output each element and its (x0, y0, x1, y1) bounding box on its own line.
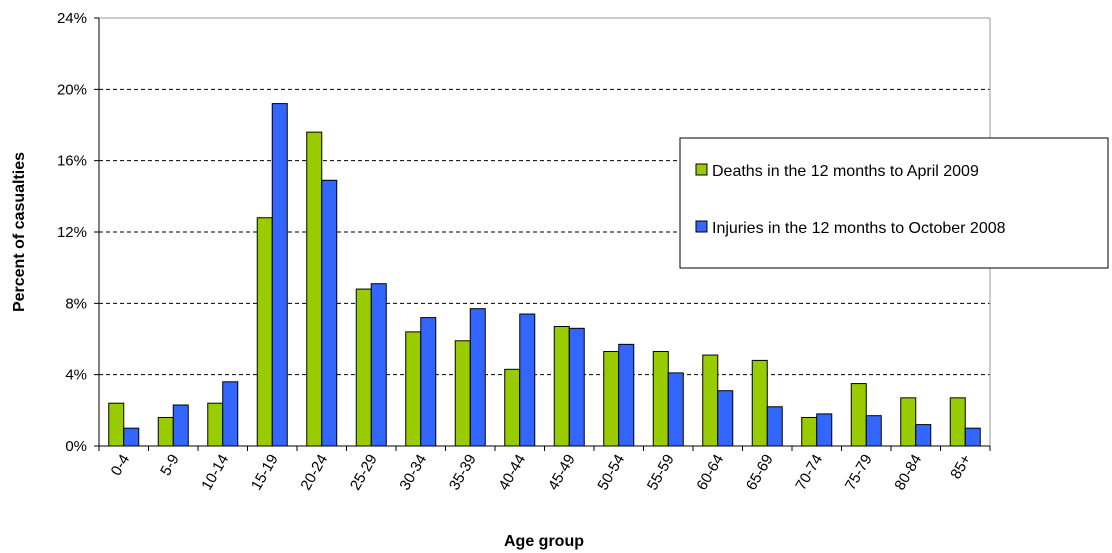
x-tick-label: 25-29 (347, 452, 381, 494)
bar-deaths (751, 359, 768, 447)
bar-deaths (355, 288, 372, 447)
bar-injuries (816, 413, 833, 447)
bar-deaths (256, 217, 273, 447)
bar-injuries (667, 372, 684, 447)
bar-injuries (865, 415, 882, 447)
x-tick-labels: 0-4 5-9 10-14 15-19 20-24 25-29 30-34 35-39 40-4… (108, 451, 975, 493)
bar-deaths (702, 354, 719, 447)
legend: Deaths in the 12 months to April 2009 In… (679, 137, 1109, 269)
bars (108, 103, 981, 447)
bar-injuries (964, 427, 981, 447)
x-tick-label: 70-74 (792, 452, 826, 494)
legend-box (679, 137, 1109, 269)
y-tick-label: 8% (65, 295, 87, 312)
y-tick-label: 16% (57, 153, 87, 170)
bar-injuries (568, 327, 585, 447)
bar-deaths (306, 131, 323, 447)
bar-deaths (949, 397, 966, 447)
legend-swatch-deaths (695, 163, 708, 176)
x-axis-title: Age group (504, 533, 584, 550)
bar-injuries (222, 381, 239, 447)
bar-injuries (172, 404, 189, 447)
x-tick-label: 35-39 (446, 452, 480, 494)
y-tick-label: 12% (57, 224, 87, 241)
x-tick-label: 80-84 (891, 452, 925, 494)
bar-deaths (207, 402, 224, 447)
x-tick-label: 45-49 (545, 452, 579, 494)
bar-injuries (766, 406, 783, 447)
bar-deaths (801, 416, 818, 447)
bar-injuries (717, 390, 734, 447)
bar-deaths (108, 402, 125, 447)
bar-deaths (405, 331, 422, 447)
x-tick-label: 5-9 (157, 452, 183, 479)
bar-deaths (603, 350, 620, 447)
legend-swatch-injuries (695, 220, 708, 233)
bar-injuries (271, 103, 288, 447)
y-tick-label: 0% (65, 438, 87, 455)
x-tick-label: 20-24 (297, 452, 331, 494)
bar-injuries (469, 308, 486, 447)
bar-deaths (454, 340, 471, 447)
x-tick-label: 40-44 (495, 452, 529, 494)
y-tick-labels: 0% 4% 8% 12% 16% 20% 24% (57, 10, 87, 455)
y-axis-title: Percent of casualties (11, 152, 28, 312)
x-tick-label: 60-64 (693, 452, 727, 494)
x-tick-label: 0-4 (108, 452, 134, 479)
x-tick-label: 85+ (947, 451, 975, 482)
axes (94, 17, 991, 451)
y-tick-label: 20% (57, 81, 87, 98)
x-tick-label: 75-79 (842, 452, 876, 494)
y-tick-label: 24% (57, 10, 87, 27)
bar-deaths (504, 368, 521, 447)
bar-deaths (652, 350, 669, 447)
x-tick-label: 50-54 (594, 452, 628, 494)
legend-label-injuries: Injuries in the 12 months to October 200… (712, 220, 1006, 237)
bar-deaths (553, 326, 570, 447)
bar-deaths (157, 416, 174, 447)
bar-injuries (420, 317, 437, 447)
bar-injuries (370, 283, 387, 447)
x-tick-label: 10-14 (198, 452, 232, 494)
bar-deaths (900, 397, 917, 447)
x-tick-label: 30-34 (396, 452, 430, 494)
bar-injuries (618, 343, 635, 447)
bar-injuries (915, 424, 932, 447)
bar-injuries (519, 313, 536, 447)
bar-deaths (850, 383, 867, 447)
x-tick-label: 65-69 (743, 452, 777, 494)
x-tick-label: 15-19 (248, 452, 282, 494)
y-tick-label: 4% (65, 367, 87, 384)
legend-label-deaths: Deaths in the 12 months to April 2009 (712, 163, 979, 180)
x-tick-label: 55-59 (644, 452, 678, 494)
bar-injuries (321, 179, 338, 447)
bar-injuries (123, 427, 140, 447)
